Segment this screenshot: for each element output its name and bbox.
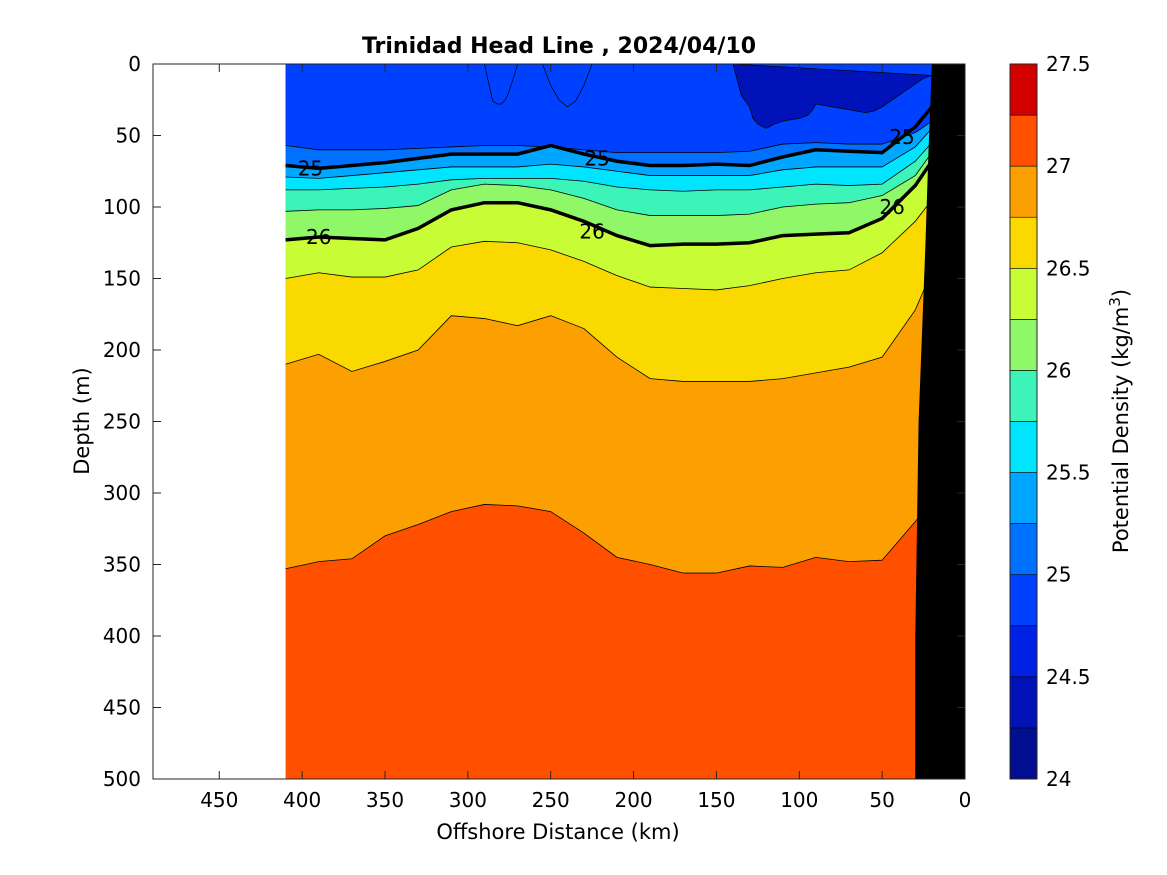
density-patch: [484, 64, 518, 105]
y-tick-label: 50: [116, 124, 141, 148]
y-tick-label: 500: [103, 767, 141, 791]
colorbar-frame: [1009, 63, 1038, 780]
contour-label: 25: [584, 146, 609, 170]
colorbar-tick-label: 25.5: [1046, 461, 1091, 485]
colorbar-band: [1009, 216, 1038, 269]
density-fills: [285, 64, 932, 779]
density-patch: [542, 64, 593, 108]
x-axis: 450 400 350 300 250 200 150 100 50 0: [200, 64, 971, 812]
y-tick-label: 200: [103, 338, 141, 362]
x-tick-label: 350: [366, 788, 404, 812]
colorbar: 24 24.5 25 25.5 26 26.5 27 27.5: [1009, 52, 1091, 791]
y-tick-label: 400: [103, 624, 141, 648]
y-tick-label: 250: [103, 410, 141, 434]
y-tick-label: 100: [103, 195, 141, 219]
x-tick-label: 450: [200, 788, 238, 812]
colorbar-band: [1009, 472, 1038, 524]
y-axis: 0 50 100 150 200 250 300 350 400 450 500: [103, 52, 965, 791]
y-tick-label: 350: [103, 553, 141, 577]
colorbar-tick-label: 26.5: [1046, 256, 1091, 280]
y-tick-label: 0: [128, 52, 141, 76]
isopycnal-lines: [285, 105, 934, 574]
colorbar-band: [1009, 114, 1038, 167]
contour-labels: 25 25 25 26 26 26: [298, 125, 915, 249]
colorbar-band: [1009, 625, 1038, 678]
colorbar-band: [1009, 370, 1038, 422]
contour-label: 26: [879, 195, 904, 219]
x-tick-label: 100: [780, 788, 818, 812]
colorbar-tick-label: 27: [1046, 154, 1071, 178]
contour-label: 26: [579, 219, 604, 243]
x-tick-label: 400: [283, 788, 321, 812]
colorbar-tick-label: 24.5: [1046, 665, 1091, 689]
colorbar-band: [1009, 727, 1038, 780]
isopycnal-line: [285, 128, 933, 179]
colorbar-band: [1009, 574, 1038, 627]
colorbar-band: [1009, 421, 1038, 473]
x-tick-label: 300: [449, 788, 487, 812]
y-axis-label: Depth (m): [70, 367, 94, 474]
x-tick-label: 200: [614, 788, 652, 812]
colorbar-tick-label: 25: [1046, 563, 1071, 587]
colorbar-band: [1009, 267, 1038, 320]
seafloor: [915, 64, 965, 779]
colorbar-tick-label: 27.5: [1046, 52, 1091, 76]
isopycnal-line: [285, 271, 933, 382]
colorbar-band: [1009, 63, 1038, 116]
isopycnal-line: [285, 120, 933, 154]
contour-label: 25: [298, 156, 323, 180]
contour-label: 26: [306, 225, 331, 249]
x-tick-label: 50: [869, 788, 894, 812]
isopycnal-line: [285, 105, 934, 171]
colorbar-tick-label: 26: [1046, 358, 1071, 382]
colorbar-band: [1009, 676, 1038, 729]
y-tick-label: 300: [103, 481, 141, 505]
isopycnal-line: [285, 142, 933, 192]
x-tick-label: 0: [959, 788, 972, 812]
seafloor-shape: [915, 64, 965, 779]
contour-label: 25: [889, 125, 914, 149]
colorbar-tick-label: 24: [1046, 767, 1071, 791]
isopycnal-line: [285, 199, 933, 291]
colorbar-band: [1009, 319, 1038, 371]
colorbar-band: [1009, 523, 1038, 576]
x-tick-label: 150: [697, 788, 735, 812]
colorbar-label: Potential Density (kg/m3): [1106, 289, 1133, 553]
isopycnal-line: [285, 160, 934, 248]
y-tick-label: 150: [103, 267, 141, 291]
colorbar-band: [1009, 165, 1038, 218]
density-patch: [732, 64, 932, 129]
y-tick-label: 450: [103, 696, 141, 720]
chart-title: Trinidad Head Line , 2024/04/10: [362, 34, 756, 59]
x-tick-label: 250: [532, 788, 570, 812]
x-axis-label: Offshore Distance (km): [436, 820, 679, 844]
isopycnal-line: [285, 152, 933, 216]
isopycnal-line: [285, 499, 933, 574]
